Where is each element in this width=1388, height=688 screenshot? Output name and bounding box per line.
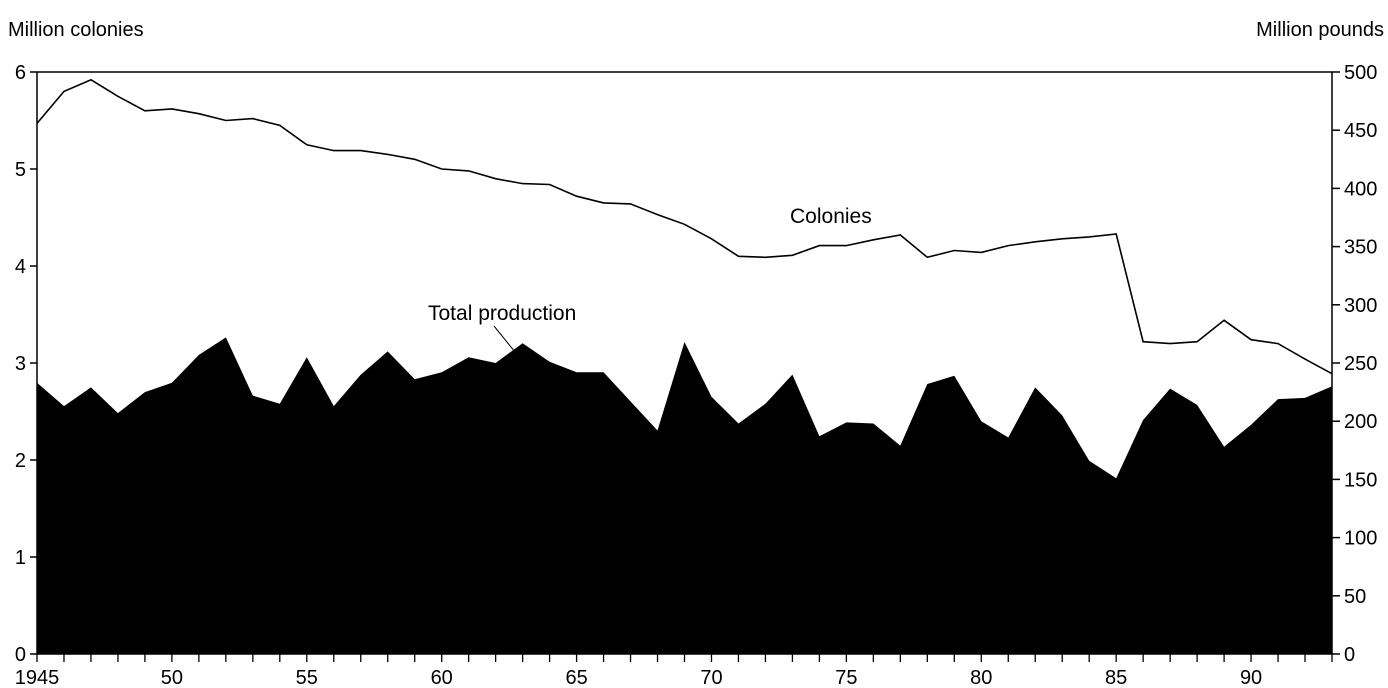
colonies-line	[36, 78, 1333, 375]
right-tick-label: 200	[1344, 411, 1377, 433]
right-tick-label: 450	[1344, 120, 1377, 142]
left-tick-label: 5	[15, 159, 26, 181]
right-tick-label: 300	[1344, 295, 1377, 317]
left-tick-label: 1	[15, 547, 26, 569]
x-tick-label: 60	[431, 667, 453, 688]
x-tick-label: 85	[1105, 667, 1127, 688]
right-axis: 0 50 100 150 200 250 300 350 400 450 500	[1332, 62, 1377, 666]
production-area	[37, 337, 1332, 654]
right-tick-label: 150	[1344, 469, 1377, 491]
x-axis: 1945 50 55 60 65 70 75 80 85 90	[15, 654, 1333, 688]
x-tick-label: 90	[1240, 667, 1262, 688]
left-tick-label: 3	[15, 353, 26, 375]
x-tick-label: 55	[296, 667, 318, 688]
right-axis-title: Million pounds	[1256, 19, 1384, 41]
right-tick-label: 0	[1344, 644, 1355, 666]
right-tick-label: 500	[1344, 62, 1377, 84]
right-tick-label: 50	[1344, 586, 1366, 608]
left-tick-label: 0	[15, 644, 26, 666]
left-axis-title: Million colonies	[8, 19, 144, 41]
x-tick-label: 50	[161, 667, 183, 688]
x-tick-label: 65	[565, 667, 587, 688]
right-tick-label: 100	[1344, 528, 1377, 550]
plot-area	[36, 71, 1333, 655]
right-tick-label: 400	[1344, 178, 1377, 200]
left-axis: 0 1 2 3 4 5 6	[15, 62, 37, 666]
right-tick-label: 250	[1344, 353, 1377, 375]
right-tick-label: 350	[1344, 237, 1377, 259]
left-tick-label: 2	[15, 450, 26, 472]
production-leader-line	[493, 325, 515, 352]
left-tick-label: 6	[15, 62, 26, 84]
total-production-label: Total production	[428, 302, 576, 325]
x-tick-label: 80	[970, 667, 992, 688]
x-tick-label: 1945	[15, 667, 60, 688]
x-tick-label: 70	[700, 667, 722, 688]
colonies-label: Colonies	[790, 205, 872, 228]
x-tick-label: 75	[835, 667, 857, 688]
left-tick-label: 4	[15, 256, 26, 278]
